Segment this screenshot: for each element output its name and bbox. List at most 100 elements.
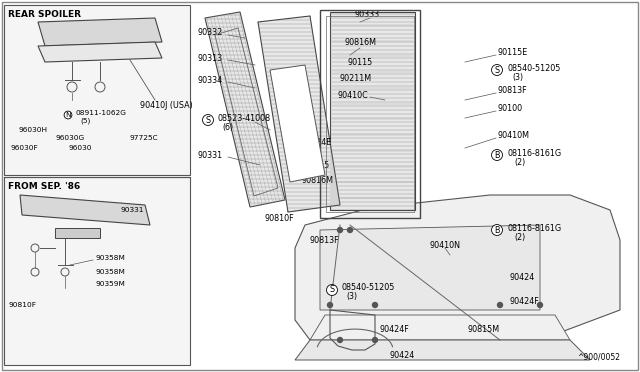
PathPatch shape xyxy=(258,16,340,212)
Text: B: B xyxy=(494,151,500,160)
PathPatch shape xyxy=(258,16,340,212)
PathPatch shape xyxy=(205,12,285,207)
PathPatch shape xyxy=(205,12,285,207)
PathPatch shape xyxy=(258,16,340,212)
PathPatch shape xyxy=(330,12,415,210)
Text: (5): (5) xyxy=(80,118,90,124)
Circle shape xyxy=(372,337,378,343)
PathPatch shape xyxy=(330,12,415,210)
PathPatch shape xyxy=(205,12,285,207)
PathPatch shape xyxy=(258,16,340,212)
Text: 08116-8161G: 08116-8161G xyxy=(508,148,562,157)
Bar xyxy=(4,5,190,175)
PathPatch shape xyxy=(330,12,415,210)
PathPatch shape xyxy=(205,12,285,207)
PathPatch shape xyxy=(258,16,340,212)
PathPatch shape xyxy=(205,12,285,207)
Text: 08911-1062G: 08911-1062G xyxy=(75,110,126,116)
Circle shape xyxy=(538,302,543,308)
Text: 90410J (USA): 90410J (USA) xyxy=(140,100,193,109)
Text: 90424: 90424 xyxy=(510,273,535,282)
Text: 90815M: 90815M xyxy=(468,326,500,334)
PathPatch shape xyxy=(258,16,340,212)
PathPatch shape xyxy=(205,12,285,207)
Circle shape xyxy=(328,302,333,308)
PathPatch shape xyxy=(205,12,285,207)
PathPatch shape xyxy=(330,12,415,210)
PathPatch shape xyxy=(258,16,340,212)
PathPatch shape xyxy=(330,12,415,210)
PathPatch shape xyxy=(258,16,340,212)
PathPatch shape xyxy=(330,12,415,210)
Polygon shape xyxy=(55,228,100,238)
Text: 96030G: 96030G xyxy=(55,135,84,141)
Text: 90424E: 90424E xyxy=(302,138,332,147)
PathPatch shape xyxy=(330,12,415,210)
PathPatch shape xyxy=(205,12,285,207)
PathPatch shape xyxy=(258,16,340,212)
Text: 90334: 90334 xyxy=(198,76,223,84)
PathPatch shape xyxy=(205,12,285,207)
PathPatch shape xyxy=(205,12,285,207)
Text: 90424F: 90424F xyxy=(380,326,410,334)
PathPatch shape xyxy=(205,12,285,207)
PathPatch shape xyxy=(205,12,285,207)
PathPatch shape xyxy=(205,12,285,207)
Polygon shape xyxy=(258,16,340,212)
PathPatch shape xyxy=(330,12,415,210)
PathPatch shape xyxy=(205,12,285,207)
PathPatch shape xyxy=(330,12,415,210)
Text: 90816M: 90816M xyxy=(345,38,377,46)
PathPatch shape xyxy=(330,12,415,210)
Text: 90810F: 90810F xyxy=(265,214,294,222)
Text: B: B xyxy=(494,225,500,234)
PathPatch shape xyxy=(258,16,340,212)
PathPatch shape xyxy=(205,12,285,207)
PathPatch shape xyxy=(258,16,340,212)
Text: (3): (3) xyxy=(512,73,523,81)
PathPatch shape xyxy=(205,12,285,207)
PathPatch shape xyxy=(258,16,340,212)
PathPatch shape xyxy=(330,12,415,210)
PathPatch shape xyxy=(258,16,340,212)
Text: 90115E: 90115E xyxy=(498,48,528,57)
PathPatch shape xyxy=(258,16,340,212)
Text: (2): (2) xyxy=(514,157,525,167)
Text: 90358M: 90358M xyxy=(95,255,125,261)
PathPatch shape xyxy=(258,16,340,212)
PathPatch shape xyxy=(330,12,415,210)
Text: 90358M: 90358M xyxy=(95,269,125,275)
PathPatch shape xyxy=(330,12,415,210)
Text: 90331: 90331 xyxy=(120,207,143,213)
PathPatch shape xyxy=(205,12,285,207)
PathPatch shape xyxy=(205,12,285,207)
PathPatch shape xyxy=(205,12,285,207)
PathPatch shape xyxy=(205,12,285,207)
PathPatch shape xyxy=(258,16,340,212)
Polygon shape xyxy=(295,340,590,360)
Text: N: N xyxy=(65,112,71,118)
Text: 90115: 90115 xyxy=(348,58,373,67)
Circle shape xyxy=(348,228,353,232)
PathPatch shape xyxy=(330,12,415,210)
PathPatch shape xyxy=(258,16,340,212)
PathPatch shape xyxy=(258,16,340,212)
PathPatch shape xyxy=(205,12,285,207)
PathPatch shape xyxy=(330,12,415,210)
Text: 90810F: 90810F xyxy=(8,302,36,308)
PathPatch shape xyxy=(258,16,340,212)
PathPatch shape xyxy=(330,12,415,210)
Text: (2): (2) xyxy=(514,232,525,241)
PathPatch shape xyxy=(205,12,285,207)
PathPatch shape xyxy=(205,12,285,207)
PathPatch shape xyxy=(330,12,415,210)
Text: 08540-51205: 08540-51205 xyxy=(342,283,396,292)
Circle shape xyxy=(337,228,342,232)
PathPatch shape xyxy=(258,16,340,212)
Text: 90331: 90331 xyxy=(198,151,223,160)
Text: 08523-41008: 08523-41008 xyxy=(218,113,271,122)
Text: 96030F: 96030F xyxy=(10,145,38,151)
PathPatch shape xyxy=(205,12,285,207)
Text: (3): (3) xyxy=(346,292,357,301)
PathPatch shape xyxy=(205,12,285,207)
